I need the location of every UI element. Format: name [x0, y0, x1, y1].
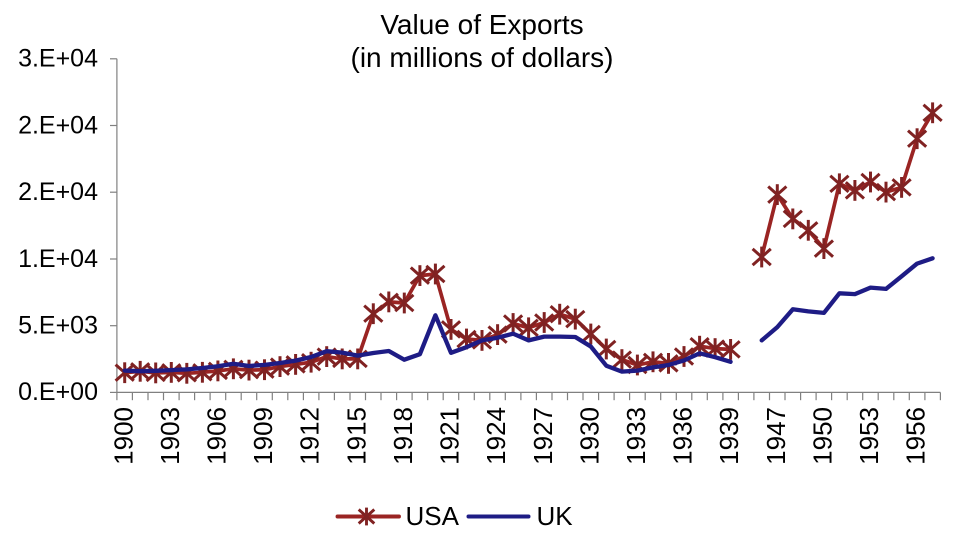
svg-text:2.E+04: 2.E+04	[18, 111, 98, 139]
svg-text:Value of Exports: Value of Exports	[380, 9, 583, 40]
svg-text:1918: 1918	[388, 407, 418, 465]
svg-text:1956: 1956	[901, 407, 931, 465]
svg-text:1912: 1912	[295, 407, 325, 465]
svg-text:1915: 1915	[341, 407, 371, 465]
svg-text:1953: 1953	[854, 407, 884, 465]
svg-text:1903: 1903	[155, 407, 185, 465]
svg-text:1933: 1933	[621, 407, 651, 465]
svg-text:1921: 1921	[435, 407, 465, 465]
svg-text:1939: 1939	[714, 407, 744, 465]
svg-text:2.E+04: 2.E+04	[18, 178, 98, 206]
svg-text:1930: 1930	[574, 407, 604, 465]
svg-text:1900: 1900	[108, 407, 138, 465]
svg-text:1.E+04: 1.E+04	[18, 245, 98, 273]
svg-text:1906: 1906	[202, 407, 232, 465]
svg-text:5.E+03: 5.E+03	[18, 312, 98, 340]
svg-text:1909: 1909	[248, 407, 278, 465]
svg-text:3.E+04: 3.E+04	[18, 45, 98, 73]
svg-text:USA: USA	[406, 501, 460, 531]
svg-text:1927: 1927	[528, 407, 558, 465]
svg-text:(in millions of dollars): (in millions of dollars)	[351, 42, 614, 73]
svg-text:1936: 1936	[668, 407, 698, 465]
svg-text:UK: UK	[537, 501, 574, 531]
svg-text:1947: 1947	[761, 407, 791, 465]
svg-text:1950: 1950	[808, 407, 838, 465]
svg-text:1924: 1924	[481, 407, 511, 465]
svg-text:0.E+00: 0.E+00	[18, 378, 98, 406]
